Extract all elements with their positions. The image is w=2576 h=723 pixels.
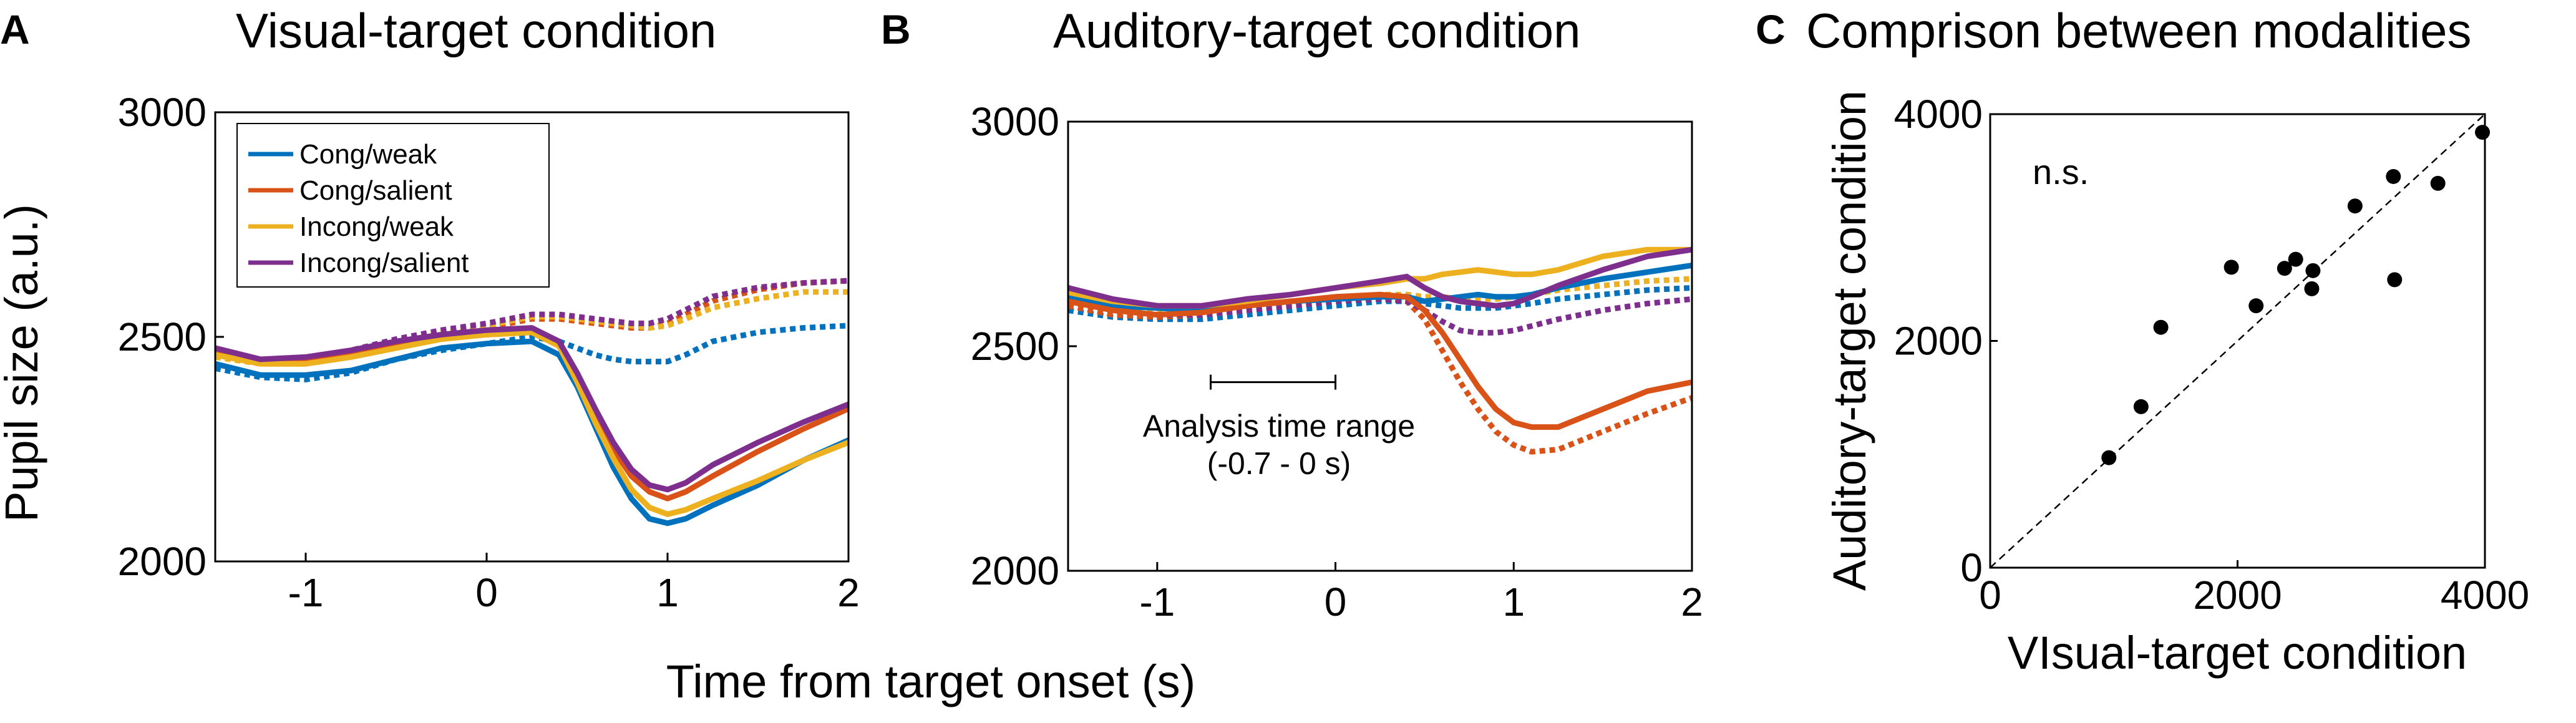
- panel-b-x-tick-label: -1: [1139, 580, 1175, 624]
- panel-a-y-tick-label: 2000: [118, 539, 207, 584]
- analysis-range-annotation: Analysis time range (-0.7 - 0 s): [1143, 374, 1415, 481]
- panel-a-series-group: [214, 278, 850, 526]
- panel-a-series-incong-weak: [215, 329, 850, 517]
- scatter-point: [2305, 263, 2321, 278]
- panel-b-y-tick-label: 3000: [971, 99, 1059, 144]
- analysis-range-label: Analysis time range: [1143, 409, 1415, 444]
- panel-b-x-tick-label: 1: [1502, 580, 1525, 624]
- panel-c-points-group: [1990, 114, 2491, 568]
- panel-label-a: A: [0, 6, 30, 52]
- legend-entry-cong-salient: Cong/salient: [299, 175, 452, 206]
- panel-b-ticks: -1 0 1 2 2000 2500 3000: [971, 99, 1703, 624]
- scatter-point: [2430, 175, 2446, 191]
- panel-a-title: Visual-target condition: [236, 3, 716, 58]
- scatter-point: [2248, 298, 2264, 314]
- panel-label-c: C: [1756, 6, 1786, 52]
- panel-c-x-axis-label: VIsual-target condition: [2008, 627, 2467, 679]
- panel-a-series-cong-salient-dotted: [214, 278, 849, 365]
- scatter-point: [2304, 281, 2320, 296]
- scatter-point: [2224, 260, 2239, 275]
- panel-c-y-tick-label: 2000: [1894, 319, 1983, 364]
- legend-entry-cong-weak: Cong/weak: [299, 139, 437, 170]
- panel-b-series-cong-weak-dotted: [1067, 284, 1693, 323]
- panel-b-x-tick-label: 0: [1324, 580, 1347, 624]
- panel-a-line-chart: -1 0 1 2 2000 2500 3000 Cong/weak Cong/salient…: [118, 90, 860, 615]
- analysis-range-sublabel: (-0.7 - 0 s): [1207, 446, 1351, 481]
- scatter-point: [2153, 319, 2169, 335]
- panel-b-series-cong-salient: [1067, 291, 1693, 430]
- shared-y-axis-label: Pupil size (a.u.): [0, 204, 47, 522]
- panel-a-series-cong-weak: [214, 338, 850, 526]
- panel-b-series-incong-salient: [1067, 246, 1693, 309]
- panel-a-y-tick-label: 3000: [118, 90, 207, 135]
- panel-c-x-tick-label: 2000: [2193, 573, 2282, 618]
- panel-b-series-group: [1067, 246, 1693, 455]
- panel-b-x-tick-label: 2: [1681, 580, 1703, 624]
- panel-c-y-tick-label: 0: [1960, 545, 1983, 590]
- panel-c-x-tick-label: 0: [1979, 573, 2001, 618]
- panel-a-ticks: -1 0 1 2 2000 2500 3000: [118, 90, 860, 615]
- scatter-point: [2133, 399, 2149, 414]
- panel-a-x-tick-label: -1: [288, 570, 324, 615]
- scatter-point: [2475, 125, 2491, 140]
- panel-a-legend: Cong/weak Cong/salient Incong/weak Incon…: [236, 123, 550, 288]
- legend-entry-incong-weak: Incong/weak: [299, 211, 454, 242]
- legend-box: [236, 123, 550, 288]
- scatter-point: [2277, 261, 2292, 276]
- panel-a-x-tick-label: 1: [656, 570, 679, 615]
- scatter-point: [2347, 198, 2363, 214]
- scatter-point: [2387, 272, 2403, 288]
- scatter-point: [2386, 168, 2401, 184]
- panel-a-series-incong-salient: [214, 325, 850, 493]
- panel-c-ticks: 0 2000 4000 0 2000 4000: [1894, 92, 2530, 618]
- ns-annotation: n.s.: [2033, 152, 2089, 192]
- panel-a-y-tick-label: 2500: [118, 314, 207, 359]
- panel-c-y-axis-label: Auditory-target condition: [1824, 90, 1875, 591]
- panel-b-y-tick-label: 2000: [971, 548, 1059, 593]
- panel-c-title: Comprison between modalities: [1806, 3, 2472, 58]
- shared-x-axis-label: Time from target onset (s): [666, 656, 1195, 707]
- scatter-point: [2101, 450, 2117, 465]
- panel-c-x-tick-label: 4000: [2441, 573, 2529, 618]
- scatter-point: [2288, 251, 2303, 267]
- legend-entry-incong-salient: Incong/salient: [299, 248, 469, 278]
- panel-c-scatter-chart: 0 2000 4000 0 2000 4000 n.s. Auditory-target …: [1824, 90, 2529, 679]
- panel-c-y-tick-label: 4000: [1894, 92, 1983, 137]
- panel-b-title: Auditory-target condition: [1053, 3, 1580, 58]
- panel-b-line-chart: -1 0 1 2 2000 2500 3000 Analysis time range (-…: [971, 99, 1703, 624]
- panel-a-x-tick-label: 2: [837, 570, 860, 615]
- panel-b-y-tick-label: 2500: [971, 324, 1059, 369]
- panel-a-x-tick-label: 0: [475, 570, 498, 615]
- panel-label-b: B: [881, 6, 911, 52]
- panel-b-axes-box: [1067, 120, 1693, 572]
